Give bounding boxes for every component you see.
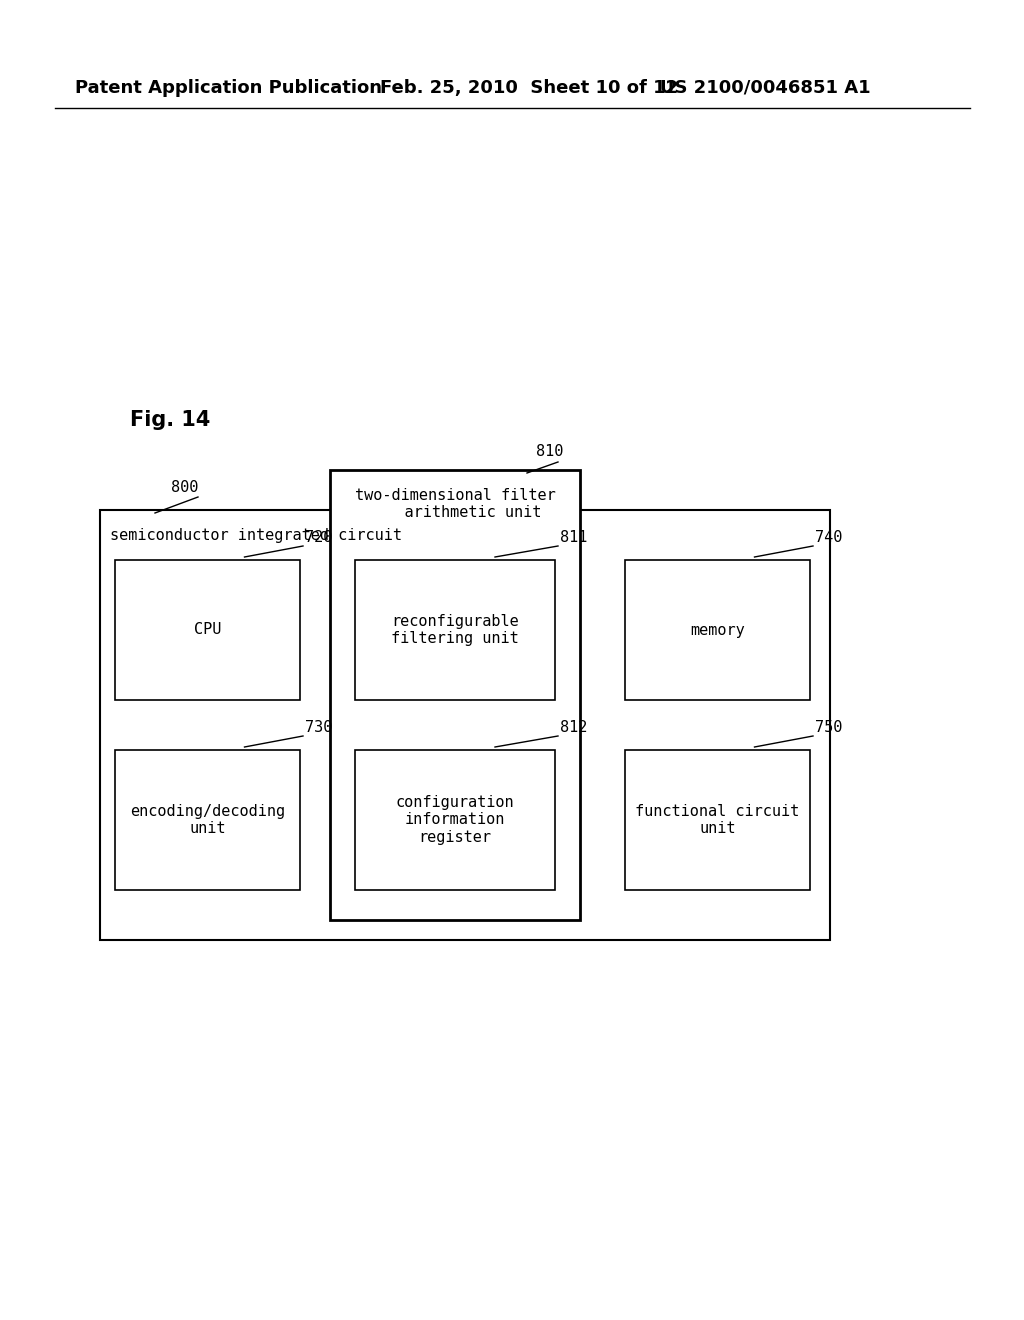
Text: Fig. 14: Fig. 14 bbox=[130, 411, 210, 430]
Text: 750: 750 bbox=[815, 721, 843, 735]
Text: 730: 730 bbox=[305, 721, 333, 735]
Text: semiconductor integrated circuit: semiconductor integrated circuit bbox=[110, 528, 402, 543]
Bar bbox=[625, 750, 810, 890]
Bar bbox=[355, 750, 555, 890]
Bar bbox=[115, 560, 300, 700]
Text: encoding/decoding
unit: encoding/decoding unit bbox=[130, 804, 285, 836]
Text: Feb. 25, 2010  Sheet 10 of 12: Feb. 25, 2010 Sheet 10 of 12 bbox=[380, 79, 678, 96]
Text: 810: 810 bbox=[537, 445, 563, 459]
Text: 800: 800 bbox=[171, 480, 199, 495]
Text: two-dimensional filter
    arithmetic unit: two-dimensional filter arithmetic unit bbox=[354, 488, 555, 520]
Bar bbox=[330, 470, 580, 920]
Text: 740: 740 bbox=[815, 531, 843, 545]
Text: 811: 811 bbox=[560, 531, 588, 545]
Text: 720: 720 bbox=[305, 531, 333, 545]
Text: 812: 812 bbox=[560, 721, 588, 735]
Text: CPU: CPU bbox=[194, 623, 221, 638]
Text: Patent Application Publication: Patent Application Publication bbox=[75, 79, 382, 96]
Text: memory: memory bbox=[690, 623, 744, 638]
Bar bbox=[625, 560, 810, 700]
Bar bbox=[100, 510, 830, 940]
Text: reconfigurable
filtering unit: reconfigurable filtering unit bbox=[391, 614, 519, 647]
Text: configuration
information
register: configuration information register bbox=[395, 795, 514, 845]
Bar bbox=[115, 750, 300, 890]
Text: US 2100/0046851 A1: US 2100/0046851 A1 bbox=[660, 79, 870, 96]
Bar bbox=[355, 560, 555, 700]
Text: functional circuit
unit: functional circuit unit bbox=[635, 804, 800, 836]
